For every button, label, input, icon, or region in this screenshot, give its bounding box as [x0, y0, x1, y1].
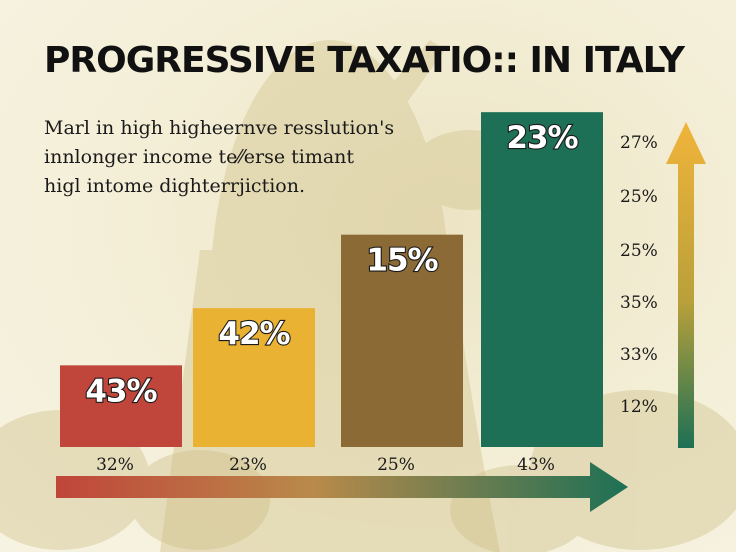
- subtitle-line: higl intome dighterrjiction.: [44, 175, 305, 197]
- x-tick-label: 43%: [517, 455, 555, 475]
- bar: [341, 234, 463, 447]
- right-axis-label: 35%: [620, 293, 658, 313]
- subtitle-line: Marl in high higheernve resslution's: [44, 117, 395, 139]
- x-tick-label: 32%: [96, 455, 134, 475]
- bar-data-label: 43%: [85, 373, 157, 409]
- bar: [60, 365, 182, 447]
- right-axis-label: 27%: [620, 133, 658, 153]
- right-axis-label: 12%: [620, 397, 658, 417]
- subtitle-line: innlonger income te⁄⁄erse timant: [44, 146, 355, 168]
- right-axis-label: 25%: [620, 187, 658, 207]
- right-axis-label: 33%: [620, 345, 658, 365]
- x-tick-label: 23%: [229, 455, 267, 475]
- x-tick-label: 25%: [377, 455, 415, 475]
- bar-data-label: 42%: [218, 316, 290, 352]
- chart-subtitle: Marl in high higheernve resslution's inn…: [44, 114, 395, 201]
- bar-data-label: 23%: [506, 120, 578, 156]
- right-axis-label: 25%: [620, 241, 658, 261]
- vertical-arrow: [666, 122, 706, 448]
- chart-title: PROGRESSIVE TAXATIO:: IN ITALY: [44, 40, 685, 81]
- horizontal-arrow: [56, 462, 628, 512]
- bar: [481, 112, 603, 448]
- bar: [193, 308, 315, 447]
- bar-data-label: 15%: [366, 243, 438, 279]
